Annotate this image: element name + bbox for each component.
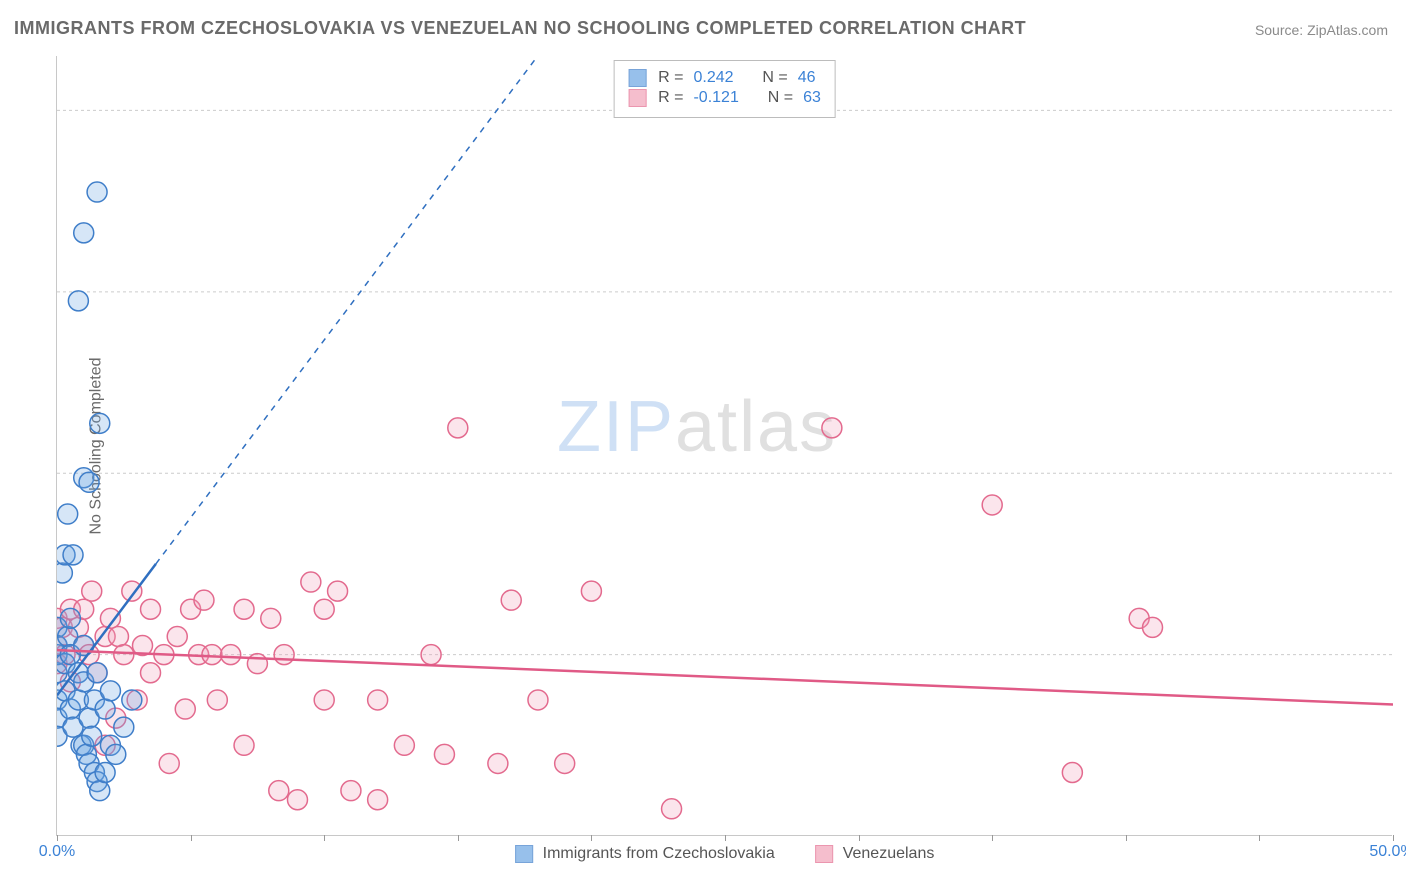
legend-label-ven: Venezuelans <box>843 845 935 863</box>
chart-title: IMMIGRANTS FROM CZECHOSLOVAKIA VS VENEZU… <box>14 18 1026 39</box>
x-axis-min-label: 0.0% <box>39 843 75 861</box>
stat-R-label: R = <box>658 89 683 107</box>
legend-item-ven: Venezuelans <box>815 845 935 863</box>
stat-N-czech: 46 <box>798 69 816 87</box>
stat-N-label: N = <box>762 69 787 87</box>
stat-N-ven: 63 <box>803 89 821 107</box>
stat-N-label: N = <box>768 89 793 107</box>
x-tick <box>1259 835 1260 841</box>
x-tick <box>725 835 726 841</box>
x-tick <box>458 835 459 841</box>
x-tick <box>859 835 860 841</box>
x-tick <box>191 835 192 841</box>
legend-item-czech: Immigrants from Czechoslovakia <box>515 845 775 863</box>
x-tick <box>324 835 325 841</box>
x-tick <box>1393 835 1394 841</box>
stat-R-ven: -0.121 <box>693 89 738 107</box>
x-tick <box>57 835 58 841</box>
swatch-czech <box>628 69 646 87</box>
chart-container: IMMIGRANTS FROM CZECHOSLOVAKIA VS VENEZU… <box>0 0 1406 892</box>
stat-R-czech: 0.242 <box>693 69 733 87</box>
swatch-czech <box>515 845 533 863</box>
x-tick <box>992 835 993 841</box>
bottom-legend: Immigrants from Czechoslovakia Venezuela… <box>515 845 935 863</box>
swatch-ven <box>815 845 833 863</box>
stats-row-ven: R = -0.121 N = 63 <box>628 89 821 107</box>
x-tick <box>1126 835 1127 841</box>
x-tick <box>591 835 592 841</box>
stat-R-label: R = <box>658 69 683 87</box>
stats-row-czech: R = 0.242 N = 46 <box>628 69 821 87</box>
stats-legend-box: R = 0.242 N = 46 R = -0.121 N = 63 <box>613 60 836 118</box>
legend-label-czech: Immigrants from Czechoslovakia <box>543 845 775 863</box>
plot-area: ZIPatlas R = 0.242 N = 46 R = -0.121 N =… <box>56 56 1392 836</box>
swatch-ven <box>628 89 646 107</box>
source-label: Source: ZipAtlas.com <box>1255 22 1388 38</box>
chart-svg <box>57 56 1393 836</box>
x-axis-max-label: 50.0% <box>1369 843 1406 861</box>
